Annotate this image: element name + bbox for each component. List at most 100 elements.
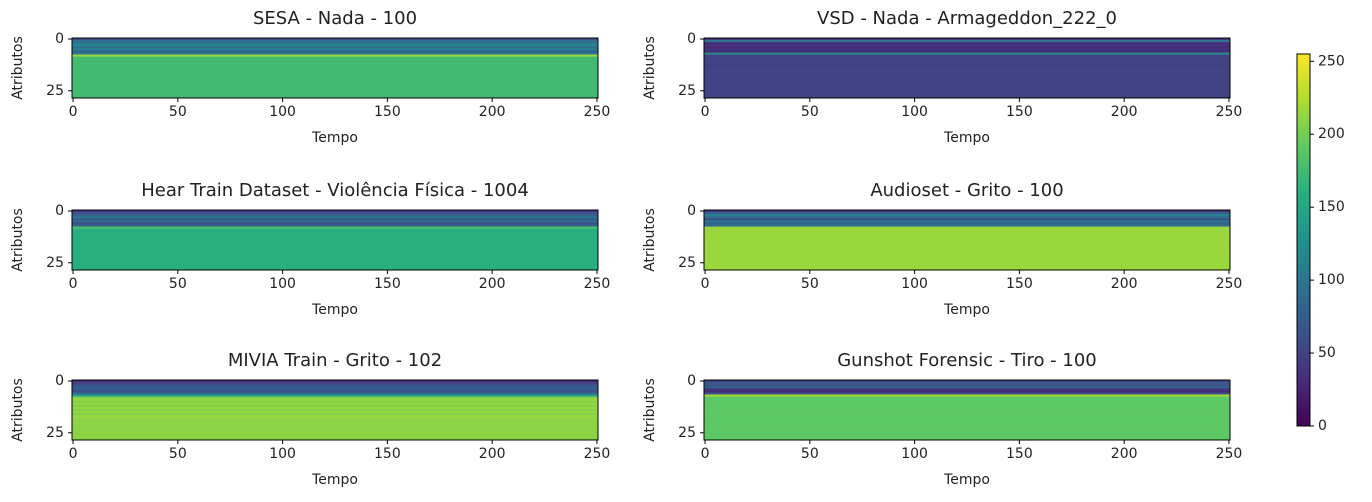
heatmap-row <box>704 405 1230 407</box>
heatmap-row <box>72 229 598 231</box>
heatmap-row <box>704 247 1230 249</box>
colorbar-tick-label: 0 <box>1318 418 1327 434</box>
heatmap-row <box>704 212 1230 214</box>
heatmap-row <box>704 40 1230 42</box>
subplot-title: SESA - Nada - 100 <box>253 8 417 29</box>
x-tick-label: 200 <box>479 276 506 292</box>
y-tick-label: 0 <box>55 203 64 219</box>
y-tick-label: 0 <box>687 373 696 389</box>
heatmap-row <box>704 88 1230 90</box>
heatmap-row <box>704 65 1230 67</box>
heatmap-row <box>704 63 1230 65</box>
heatmap-row <box>72 247 598 249</box>
heatmap-row <box>704 243 1230 245</box>
y-axis-label: Atributos <box>10 36 26 100</box>
heatmap-row <box>72 239 598 241</box>
heatmap-row <box>72 235 598 237</box>
heatmap-row <box>704 258 1230 260</box>
heatmap-row <box>72 46 598 48</box>
heatmap-row <box>72 92 598 94</box>
x-tick-label: 100 <box>269 104 296 120</box>
x-tick-label: 150 <box>374 276 401 292</box>
heatmap-row <box>704 392 1230 394</box>
heatmap-row <box>704 411 1230 413</box>
y-tick-label: 0 <box>687 31 696 47</box>
heatmap-row <box>72 399 598 401</box>
heatmap-row <box>72 421 598 423</box>
heatmap-row <box>72 55 598 57</box>
heatmap-row <box>72 405 598 407</box>
x-tick-label: 250 <box>1216 104 1243 120</box>
heatmap-row <box>704 397 1230 399</box>
x-tick-label: 0 <box>69 104 78 120</box>
heatmap-row <box>72 401 598 403</box>
x-tick-label: 100 <box>901 276 928 292</box>
heatmap-row <box>704 407 1230 409</box>
x-tick-label: 50 <box>801 276 819 292</box>
y-axis-label: Atributos <box>642 36 658 100</box>
heatmap-row <box>704 423 1230 425</box>
heatmap-row <box>72 407 598 409</box>
heatmap-row <box>704 264 1230 266</box>
heatmap-row <box>72 227 598 229</box>
heatmap-row <box>72 237 598 239</box>
heatmap-row <box>72 413 598 415</box>
heatmap-row <box>704 46 1230 48</box>
heatmap-row <box>72 77 598 79</box>
heatmap-row <box>704 421 1230 423</box>
heatmap-row <box>704 253 1230 255</box>
heatmap-row <box>704 388 1230 390</box>
x-tick-label: 0 <box>701 104 710 120</box>
heatmap-row <box>704 229 1230 231</box>
x-tick-label: 50 <box>801 104 819 120</box>
heatmap-row <box>72 50 598 52</box>
heatmap-row <box>704 67 1230 69</box>
heatmap-row <box>704 59 1230 61</box>
heatmap-row <box>704 218 1230 220</box>
heatmap-row <box>72 44 598 46</box>
heatmap-row <box>72 233 598 235</box>
x-tick-label: 250 <box>584 446 611 462</box>
heatmap-row <box>704 94 1230 96</box>
x-tick-label: 150 <box>1006 446 1033 462</box>
heatmap-row <box>72 384 598 386</box>
heatmap-row <box>704 426 1230 428</box>
x-tick-label: 150 <box>374 104 401 120</box>
x-axis-label: Tempo <box>311 472 358 488</box>
colorbar-tick-label: 150 <box>1318 199 1345 215</box>
heatmap-row <box>704 394 1230 396</box>
heatmap-row <box>72 40 598 42</box>
x-tick-label: 0 <box>69 276 78 292</box>
x-tick-label: 250 <box>1216 276 1243 292</box>
heatmap-row <box>72 81 598 83</box>
heatmap-row <box>72 71 598 73</box>
x-tick-label: 150 <box>374 446 401 462</box>
x-tick-label: 250 <box>584 104 611 120</box>
x-tick-label: 200 <box>1111 104 1138 120</box>
heatmap-row <box>72 231 598 233</box>
heatmap-row <box>704 52 1230 54</box>
x-tick-label: 250 <box>1216 446 1243 462</box>
heatmap-row <box>704 382 1230 384</box>
heatmap-row <box>72 61 598 63</box>
heatmap-row <box>704 42 1230 44</box>
x-tick-label: 50 <box>801 446 819 462</box>
heatmap-row <box>704 262 1230 264</box>
colorbar-tick-label: 100 <box>1318 272 1345 288</box>
heatmap-row <box>72 432 598 434</box>
heatmap-row <box>72 382 598 384</box>
heatmap-row <box>704 224 1230 226</box>
x-tick-label: 250 <box>584 276 611 292</box>
heatmap-row <box>72 386 598 388</box>
x-axis-label: Tempo <box>943 472 990 488</box>
heatmap-row <box>72 245 598 247</box>
heatmap-row <box>72 262 598 264</box>
heatmap-row <box>72 79 598 81</box>
y-axis-label: Atributos <box>10 378 26 442</box>
heatmap-row <box>72 430 598 432</box>
heatmap-row <box>72 216 598 218</box>
heatmap-row <box>72 403 598 405</box>
heatmap-row <box>704 214 1230 216</box>
heatmap-row <box>72 409 598 411</box>
heatmap-row <box>704 90 1230 92</box>
